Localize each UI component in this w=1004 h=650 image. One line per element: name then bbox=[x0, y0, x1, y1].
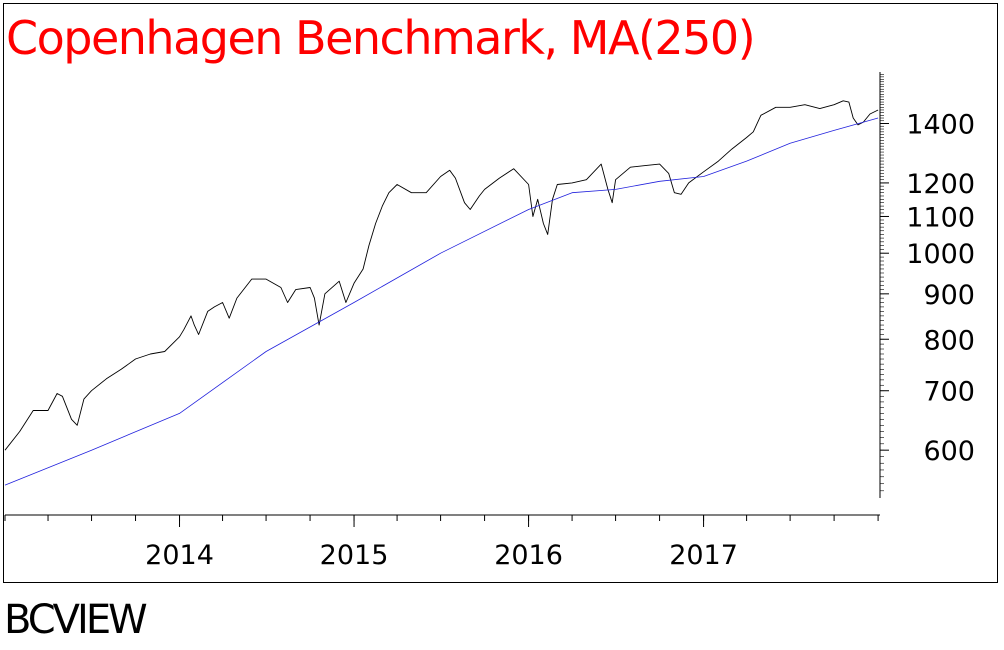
y-tick-label: 1100 bbox=[906, 202, 975, 233]
y-tick-label: 1400 bbox=[906, 109, 975, 140]
x-tick-label: 2016 bbox=[494, 540, 563, 571]
price-line bbox=[4, 100, 879, 451]
y-tick-label: 700 bbox=[923, 377, 975, 408]
y-tick-label: 800 bbox=[923, 325, 975, 356]
x-tick-label: 2017 bbox=[669, 540, 738, 571]
moving-average-line bbox=[4, 117, 879, 486]
x-tick-label: 2015 bbox=[320, 540, 389, 571]
brand-logo: BCVIEW bbox=[4, 597, 148, 643]
y-tick-label: 1000 bbox=[906, 239, 975, 270]
y-tick-label: 1200 bbox=[906, 169, 975, 200]
x-tick-label: 2014 bbox=[145, 540, 214, 571]
chart-title: Copenhagen Benchmark, MA(250) bbox=[6, 11, 756, 65]
y-tick-label: 600 bbox=[923, 436, 975, 467]
chart-frame bbox=[3, 3, 998, 583]
y-tick-label: 900 bbox=[923, 280, 975, 311]
